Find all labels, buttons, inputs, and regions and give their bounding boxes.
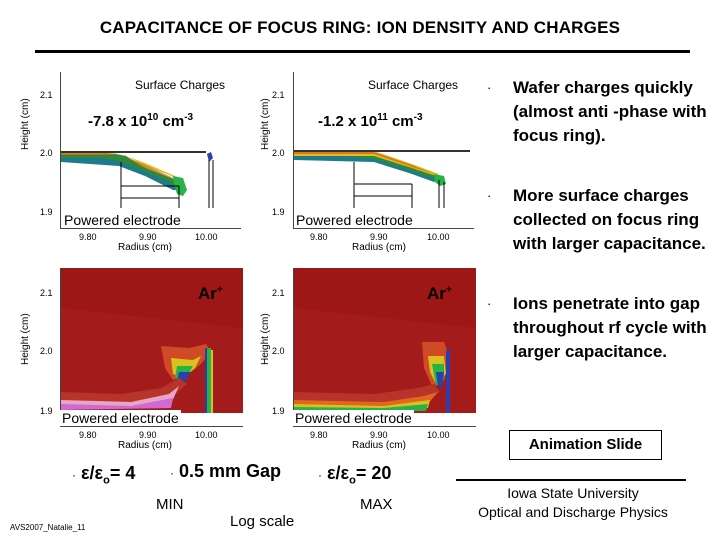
surface-charges-field-right	[294, 150, 470, 208]
slide-title: CAPACITANCE OF FOCUS RING: ION DENSITY A…	[99, 18, 621, 37]
plot-title-right-top: Surface Charges	[368, 78, 459, 92]
bullet-surface-charges: · More surface charges collected on focu…	[487, 184, 719, 284]
y-axis-label-a: Height (cm)	[20, 98, 31, 150]
ion-label-left: Ar+	[198, 284, 223, 304]
bullet-ion-penetration: · Ions penetrate into gap throughout rf …	[487, 292, 719, 392]
plot-title-left-top: Surface Charges	[135, 78, 226, 92]
capacitance-label-right: · ε/εo= 20	[318, 463, 391, 487]
powered-electrode-label-a: Powered electrode	[62, 212, 183, 228]
ytick-2.0-b: 2.0	[272, 148, 285, 158]
ion-density-field-left	[61, 268, 243, 413]
ion-density-plot-left	[60, 268, 243, 427]
cap-left-suffix: = 4	[109, 463, 136, 483]
university-rule	[456, 479, 686, 481]
cap-right-bullet: ·	[318, 468, 322, 482]
density-label-right: -1.2 x 1011 cm-3	[318, 112, 423, 130]
scale-min-label: MIN	[156, 496, 184, 513]
density-left-exponent: 10	[147, 112, 159, 123]
y-axis-label-b: Height (cm)	[260, 98, 271, 150]
bullet-text-2: More surface charges collected on focus …	[513, 186, 706, 253]
bullet-wafer-charges: · Wafer charges quickly (almost anti -ph…	[487, 76, 719, 176]
lab-name: Optical and Discharge Physics	[478, 504, 668, 520]
cap-left-bullet: ·	[72, 468, 76, 482]
ytick-2.1-c: 2.1	[40, 288, 53, 298]
ion-density-plot-right	[293, 268, 476, 427]
ytick-2.1-d: 2.1	[272, 288, 285, 298]
x-axis-label-c: Radius (cm)	[118, 440, 172, 451]
capacitance-label-left: · ε/εo= 4	[72, 463, 135, 487]
x-axis-label-d: Radius (cm)	[352, 440, 406, 451]
x-axis-label-a: Radius (cm)	[118, 242, 172, 253]
cap-right-suffix: = 20	[355, 463, 392, 483]
animation-slide-box: Animation Slide	[509, 430, 662, 460]
ytick-2.0-d: 2.0	[272, 346, 285, 356]
gap-label: · 0.5 mm Gap	[170, 461, 281, 482]
powered-electrode-label-d: Powered electrode	[293, 410, 414, 426]
cap-right-sub: o	[349, 474, 356, 487]
xtick-9.80-a: 9.80	[79, 232, 97, 242]
density-left-unit-exp: -3	[184, 112, 194, 123]
bullet-mark-2: ·	[487, 188, 492, 203]
ytick-2.1-b: 2.1	[272, 90, 285, 100]
xtick-10.00-c: 10.00	[195, 430, 218, 440]
cap-right-prefix: ε/ε	[327, 463, 350, 483]
xtick-9.90-c: 9.90	[139, 430, 157, 440]
cap-left-prefix: ε/ε	[81, 463, 104, 483]
title-underline	[35, 50, 690, 53]
density-right-unit: cm	[387, 113, 414, 130]
y-axis-label-d: Height (cm)	[260, 313, 271, 365]
density-label-left: -7.8 x 1010 cm-3	[88, 112, 193, 130]
xtick-9.80-b: 9.80	[310, 232, 328, 242]
footnote: AVS2007_Natalie_11	[10, 523, 86, 532]
surface-charges-plot-left	[60, 72, 241, 229]
gap-bullet: ·	[170, 466, 174, 480]
powered-electrode-label-b: Powered electrode	[294, 212, 415, 228]
xtick-9.80-d: 9.80	[310, 430, 328, 440]
xtick-9.90-d: 9.90	[370, 430, 388, 440]
x-axis-label-b: Radius (cm)	[352, 242, 406, 253]
bullet-text-1: Wafer charges quickly (almost anti -phas…	[513, 78, 707, 145]
ytick-2.0-c: 2.0	[40, 346, 53, 356]
scale-max-label: MAX	[360, 496, 393, 513]
powered-electrode-label-c: Powered electrode	[60, 410, 181, 426]
density-left-unit: cm	[158, 113, 185, 130]
ytick-1.9-c: 1.9	[40, 406, 53, 416]
ion-species-left: Ar	[198, 284, 217, 303]
ytick-2.0-a: 2.0	[40, 148, 53, 158]
ion-charge-left: +	[216, 284, 223, 296]
density-left-mantissa: -7.8 x 10	[88, 113, 148, 130]
ytick-1.9-a: 1.9	[40, 207, 53, 217]
bullet-mark-3: ·	[487, 296, 492, 311]
ytick-2.1-a: 2.1	[40, 90, 53, 100]
surface-charges-field-left	[61, 151, 214, 208]
gap-text: 0.5 mm Gap	[179, 461, 282, 481]
xtick-10.00-d: 10.00	[427, 430, 450, 440]
ion-label-right: Ar+	[427, 284, 452, 304]
ytick-1.9-d: 1.9	[272, 406, 285, 416]
xtick-9.90-a: 9.90	[139, 232, 157, 242]
density-right-mantissa: -1.2 x 10	[318, 113, 378, 130]
y-axis-label-c: Height (cm)	[20, 313, 31, 365]
ion-species-right: Ar	[427, 284, 446, 303]
density-right-exponent: 11	[377, 112, 388, 123]
xtick-9.90-b: 9.90	[370, 232, 388, 242]
bullet-text-3: Ions penetrate into gap throughout rf cy…	[513, 294, 707, 361]
density-right-unit-exp: -3	[413, 112, 423, 123]
log-scale-label: Log scale	[230, 513, 295, 530]
ion-charge-right: +	[445, 284, 452, 296]
ytick-1.9-b: 1.9	[272, 207, 285, 217]
xtick-9.80-c: 9.80	[79, 430, 97, 440]
ion-density-field-right	[294, 268, 476, 413]
xtick-10.00-b: 10.00	[427, 232, 450, 242]
bullet-mark-1: ·	[487, 80, 492, 95]
cap-left-sub: o	[103, 474, 110, 487]
xtick-10.00-a: 10.00	[195, 232, 218, 242]
university-name: Iowa State University	[507, 485, 639, 501]
surface-charges-plot-right	[293, 72, 474, 229]
